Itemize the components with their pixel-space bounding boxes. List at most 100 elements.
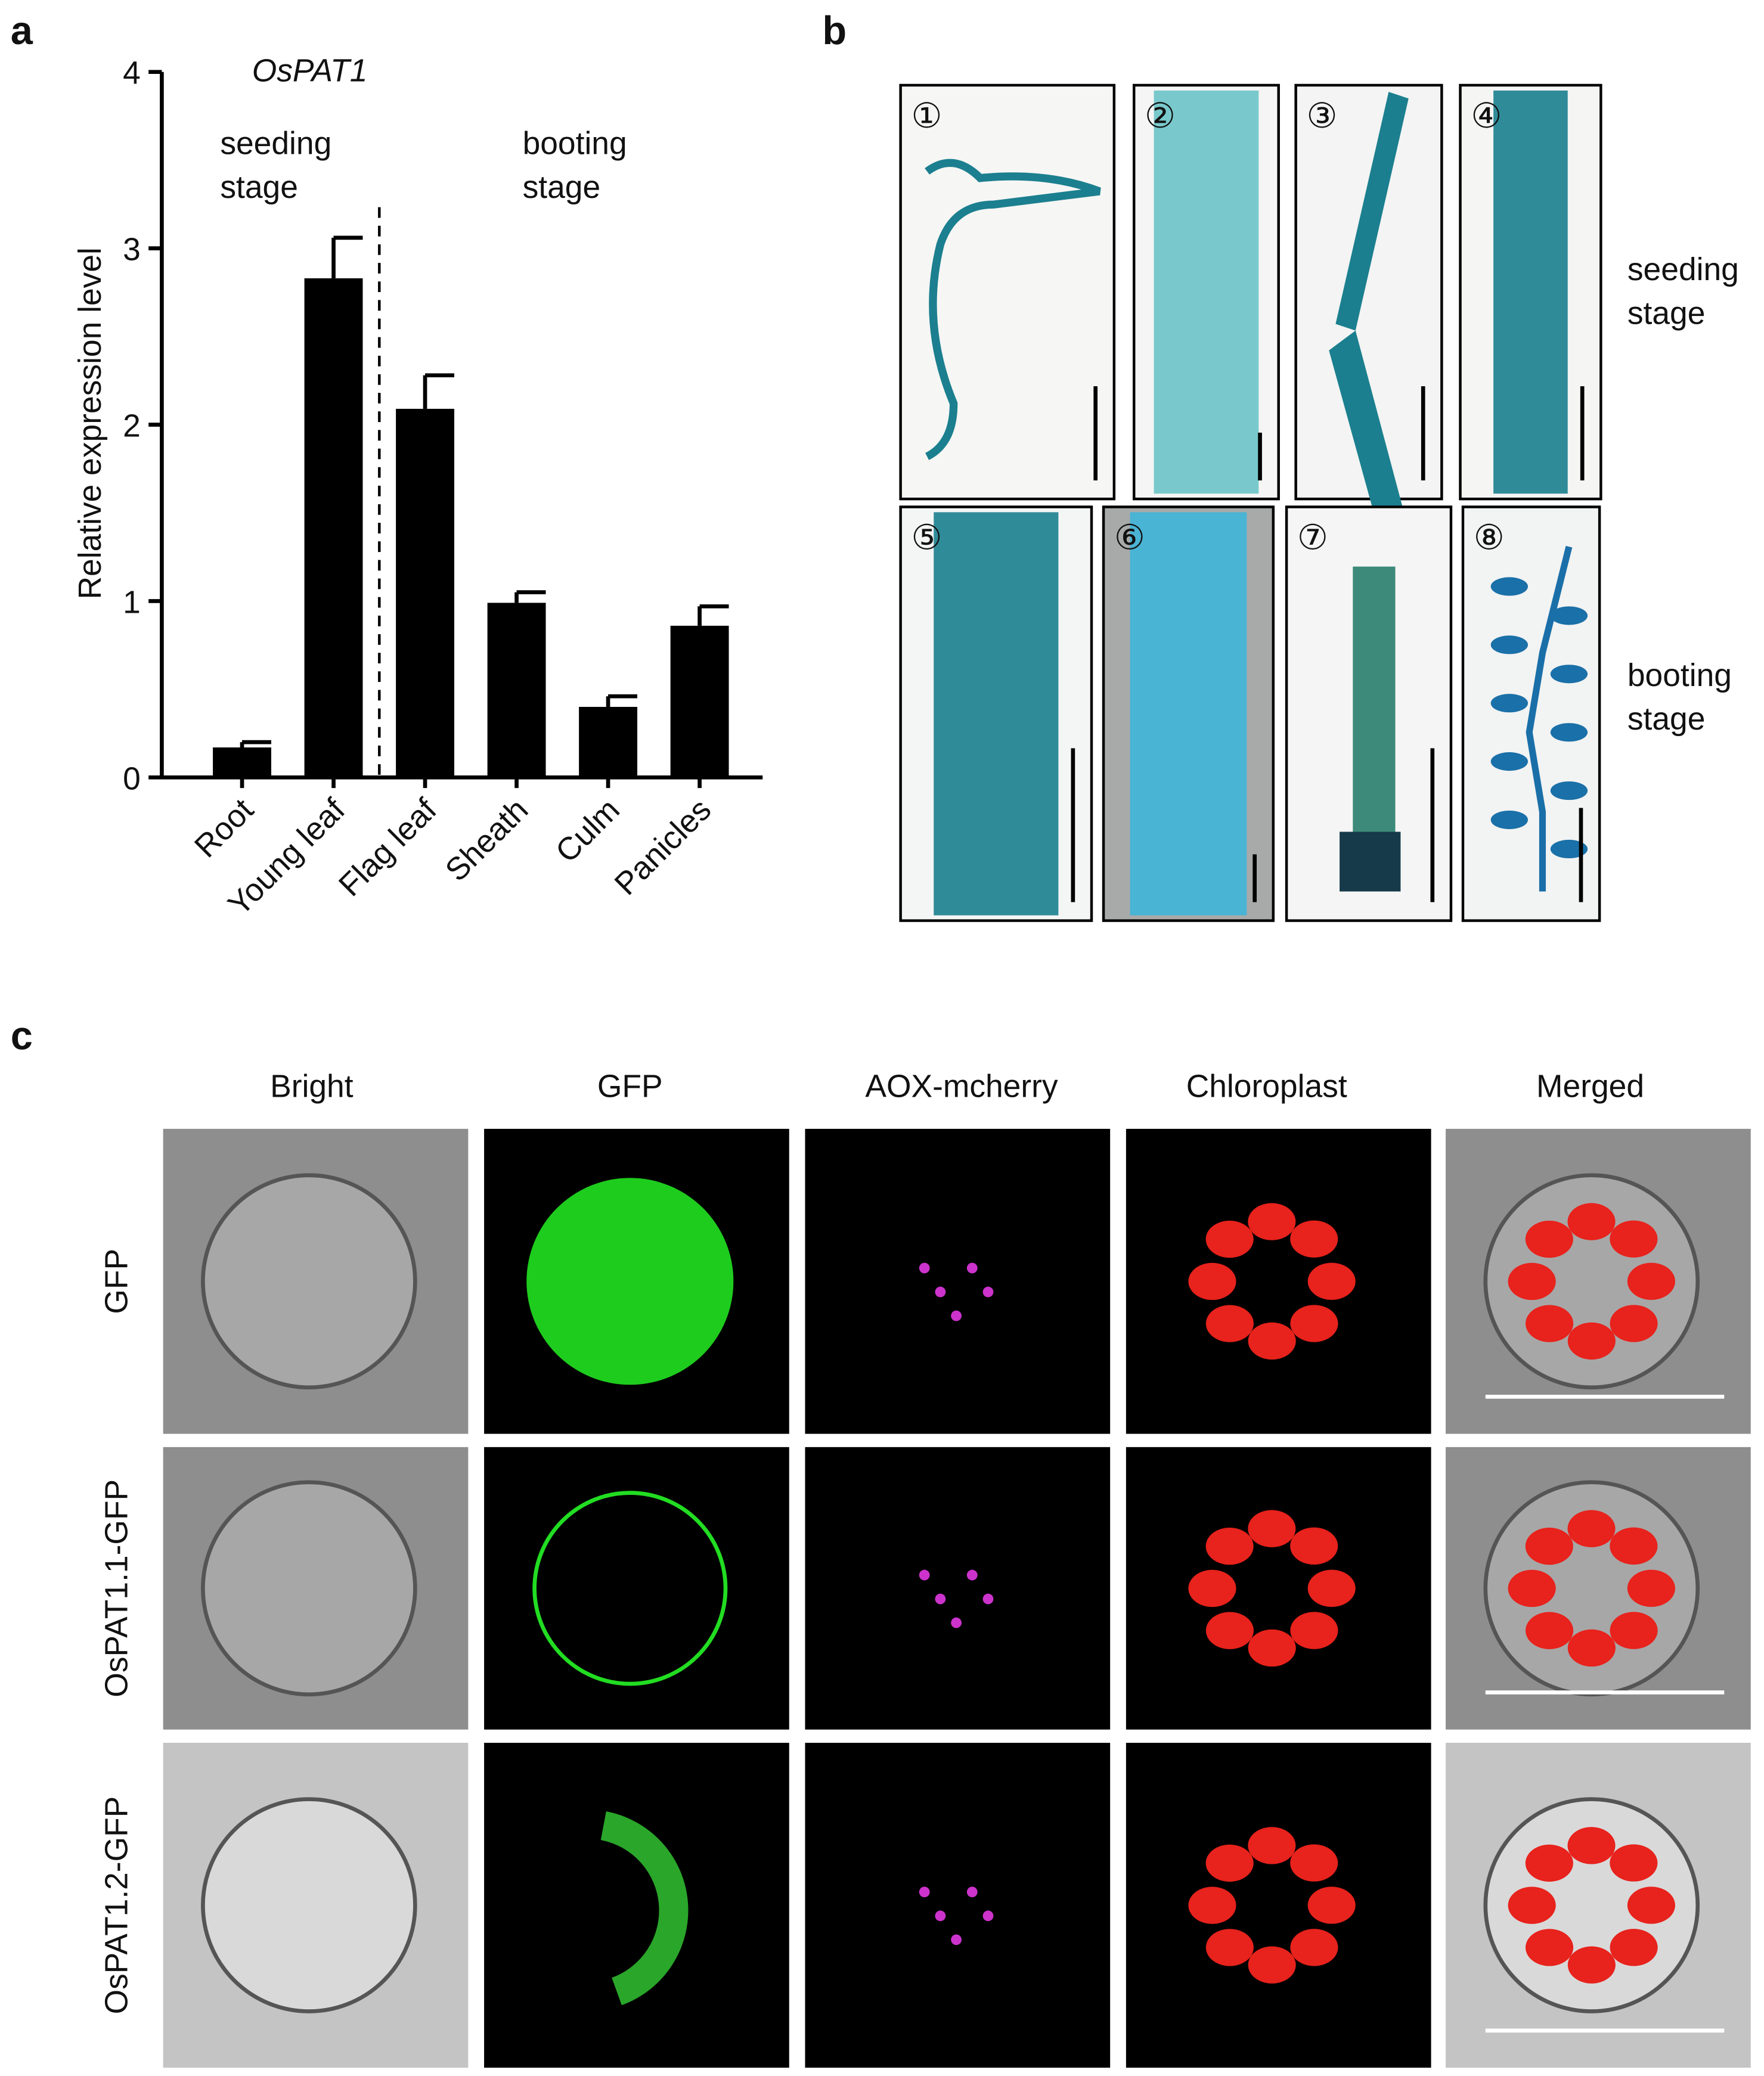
chloroplast — [1290, 1527, 1338, 1565]
annotation-line: seeding — [220, 126, 331, 162]
y-axis-label: Relative expression level — [73, 247, 108, 599]
chloroplast — [1290, 1220, 1338, 1258]
x-tick-label: Panicles — [608, 792, 718, 902]
image-number: ⑥ — [1114, 519, 1145, 557]
micrograph — [805, 1742, 1111, 2068]
chloroplast — [1525, 1220, 1573, 1258]
chloroplast — [1248, 1629, 1296, 1667]
chloroplast — [1567, 1629, 1616, 1667]
image-number: ① — [911, 97, 942, 135]
specimen-shape — [934, 512, 1059, 916]
annotation-line: stage — [1627, 702, 1706, 737]
chloroplast — [1610, 1612, 1658, 1649]
row-label: OsPAT1.2-GFP — [100, 1796, 135, 2015]
chloroplast — [1188, 1569, 1236, 1608]
panel-label: c — [11, 1014, 33, 1058]
annotation-line: stage — [1627, 296, 1706, 331]
chloroplast — [1307, 1886, 1356, 1924]
column-header: Bright — [270, 1069, 354, 1104]
chloroplast — [1526, 1305, 1574, 1342]
specimen-shape — [1329, 92, 1409, 543]
chloroplast — [1525, 1844, 1573, 1882]
x-tick-label: Flag leaf — [332, 792, 444, 904]
image-number: ⑤ — [911, 519, 942, 557]
row-label: OsPAT1.1-GFP — [100, 1479, 135, 1698]
chloroplast — [1567, 1203, 1616, 1240]
chloroplast — [1188, 1886, 1236, 1924]
chloroplast — [1290, 1305, 1338, 1342]
chloroplast — [1248, 1203, 1296, 1240]
annotation-line: stage — [220, 170, 298, 205]
annotation-line: booting — [523, 126, 627, 162]
panel-label: a — [11, 9, 33, 53]
chloroplast — [1610, 1527, 1658, 1565]
chloroplast — [1610, 1929, 1658, 1966]
chloroplast — [1248, 1322, 1296, 1360]
aox-signal — [919, 1886, 930, 1898]
annotation-line: stage — [523, 170, 601, 205]
image-number: ② — [1145, 97, 1176, 135]
micrograph — [484, 1742, 789, 2068]
chloroplast — [1205, 1305, 1254, 1342]
chloroplast — [1248, 1510, 1296, 1547]
bar — [213, 747, 271, 778]
chloroplast — [1567, 1827, 1616, 1864]
specimen-shape — [925, 159, 1101, 460]
specimen — [925, 159, 1101, 460]
annotation-line: seeding — [1627, 252, 1739, 287]
y-tick-label: 2 — [123, 409, 141, 444]
x-tick-label: Root — [188, 792, 261, 865]
leaf — [1490, 810, 1528, 830]
chloroplast — [1627, 1569, 1675, 1607]
leaf — [1490, 577, 1528, 596]
aox-signal — [919, 1262, 930, 1274]
aox-signal — [935, 1910, 946, 1922]
chloroplast — [1526, 1612, 1574, 1649]
chloroplast — [1290, 1844, 1338, 1882]
aox-signal — [935, 1593, 946, 1605]
row-label: GFP — [100, 1249, 135, 1314]
y-tick-label: 3 — [123, 232, 141, 268]
chloroplast — [1627, 1262, 1675, 1300]
gfp-signal — [600, 1811, 689, 2006]
chloroplast — [1205, 1844, 1254, 1882]
chloroplast — [1567, 1946, 1616, 1984]
chloroplast — [1205, 1612, 1254, 1649]
leaf — [1550, 781, 1588, 800]
chloroplast — [1525, 1527, 1573, 1565]
specimen-shape — [1154, 90, 1259, 494]
leaf — [1550, 839, 1588, 859]
leaf — [1550, 723, 1588, 742]
bar — [487, 603, 546, 778]
aox-signal — [951, 1617, 962, 1628]
specimen — [1490, 545, 1588, 892]
x-tick-label: Culm — [549, 792, 627, 870]
aox-signal — [951, 1934, 962, 1945]
chloroplast — [1627, 1886, 1675, 1924]
annotation-line: booting — [1627, 658, 1732, 693]
y-tick-label: 1 — [123, 585, 141, 620]
column-header: Merged — [1536, 1069, 1644, 1104]
chloroplast — [1508, 1886, 1556, 1924]
aox-signal — [966, 1262, 978, 1274]
specimen — [1493, 90, 1568, 494]
specimen — [1154, 90, 1259, 494]
micrograph — [1126, 1447, 1431, 1730]
chloroplast — [1610, 1844, 1658, 1882]
aox-signal — [966, 1569, 978, 1581]
image-number: ④ — [1471, 97, 1502, 135]
micrograph — [1126, 1742, 1431, 2068]
column-header: AOX-mcherry — [865, 1069, 1058, 1104]
leaf — [1490, 752, 1528, 771]
specimen-shape — [1130, 512, 1247, 916]
chloroplast — [1610, 1220, 1658, 1258]
aox-signal — [919, 1569, 930, 1581]
chloroplast — [1205, 1929, 1254, 1966]
leaf — [1550, 665, 1588, 684]
chart-title: OsPAT1 — [252, 53, 368, 88]
aox-signal — [982, 1593, 994, 1605]
bar — [670, 625, 729, 778]
chloroplast — [1290, 1929, 1338, 1966]
cell — [201, 1797, 417, 2013]
